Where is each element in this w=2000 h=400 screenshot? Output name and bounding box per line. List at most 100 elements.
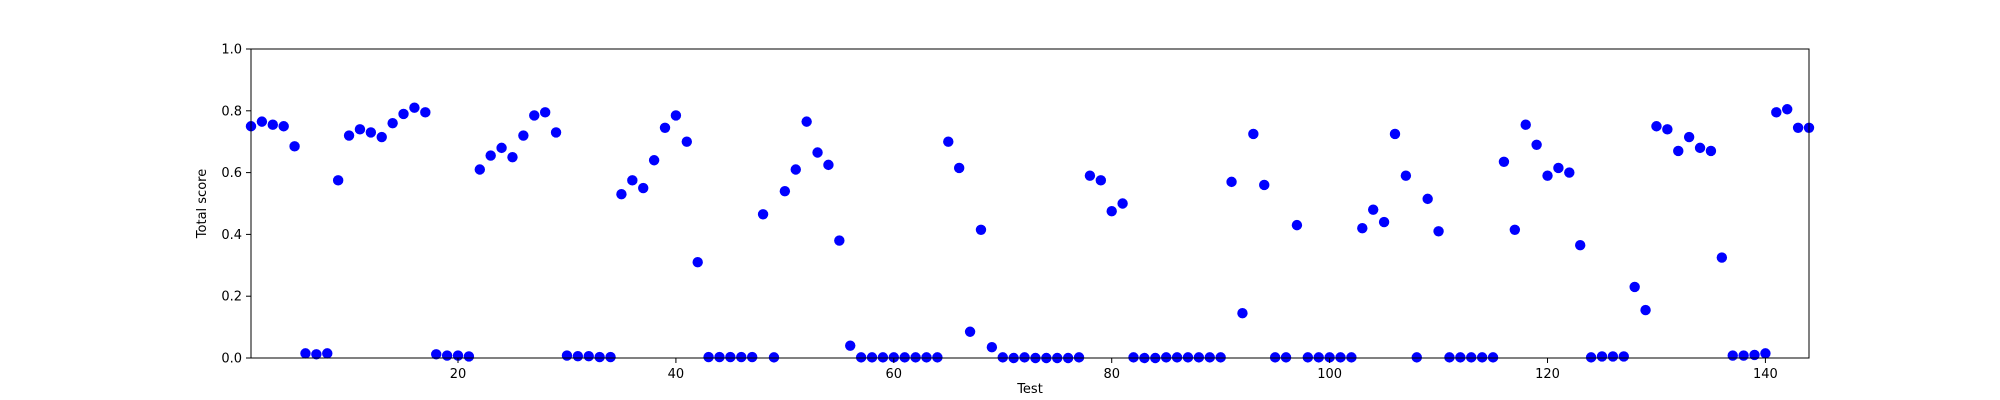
data-point: [964, 326, 976, 337]
data-point: [441, 350, 453, 361]
data-point: [1389, 128, 1401, 140]
data-point: [1171, 352, 1183, 363]
data-point: [343, 130, 355, 141]
data-point: [725, 351, 736, 363]
data-point: [1683, 131, 1695, 143]
data-point: [1455, 352, 1466, 363]
data-point: [1760, 348, 1771, 359]
data-point: [681, 136, 692, 147]
data-point: [1705, 145, 1717, 157]
data-point: [986, 341, 998, 353]
data-point: [1564, 167, 1575, 178]
data-point: [474, 164, 485, 175]
data-point: [888, 352, 900, 363]
data-point: [1792, 122, 1804, 133]
y-tick-label: 0.8: [221, 104, 242, 119]
data-point: [1782, 104, 1793, 115]
y-tick-label: 0.0: [221, 352, 242, 367]
data-point: [899, 352, 910, 363]
data-point: [768, 352, 780, 363]
data-point: [1368, 204, 1379, 215]
data-point: [1324, 352, 1335, 363]
x-tick-label: 120: [1535, 367, 1560, 382]
data-point: [812, 147, 823, 158]
data-point: [1346, 352, 1357, 363]
x-axis-ticks: 20 40 60 80 100 120 140: [450, 358, 1778, 382]
data-point: [1128, 352, 1139, 363]
data-point: [1226, 176, 1237, 188]
data-point: [256, 116, 268, 127]
data-point: [638, 182, 649, 194]
data-point: [1585, 352, 1597, 363]
data-point: [539, 107, 551, 118]
data-point: [1749, 349, 1760, 361]
data-point: [398, 108, 409, 120]
data-point: [1673, 145, 1684, 157]
data-point: [1575, 240, 1586, 251]
data-point: [550, 127, 562, 138]
data-point: [975, 224, 987, 235]
data-point: [736, 351, 747, 363]
data-point: [518, 130, 529, 141]
data-point: [1411, 352, 1422, 363]
data-point: [1269, 352, 1281, 363]
data-point: [354, 124, 366, 135]
data-point: [1357, 223, 1368, 234]
data-point: [496, 142, 507, 154]
data-point: [1520, 119, 1531, 130]
data-point: [779, 185, 791, 197]
data-point: [1487, 352, 1499, 363]
data-point: [1378, 216, 1390, 228]
data-point: [1738, 350, 1749, 361]
data-point: [1716, 252, 1728, 263]
data-point: [605, 351, 616, 363]
data-point: [932, 352, 943, 363]
data-point: [376, 131, 387, 143]
data-point: [1182, 352, 1194, 363]
data-point: [834, 235, 845, 246]
data-point: [365, 127, 377, 138]
data-point: [921, 352, 932, 363]
data-point: [267, 119, 278, 130]
x-tick-label: 40: [668, 367, 685, 382]
data-point: [1204, 352, 1215, 363]
data-point: [1476, 352, 1488, 363]
data-point: [801, 116, 812, 127]
data-point: [877, 352, 889, 363]
data-point: [332, 175, 344, 186]
data-point: [278, 121, 289, 132]
data-point: [594, 351, 605, 363]
data-point: [692, 257, 703, 268]
data-point: [1019, 352, 1030, 363]
data-point: [409, 102, 420, 113]
data-point: [529, 110, 540, 121]
data-point: [1073, 352, 1085, 363]
data-point: [1215, 352, 1226, 363]
data-point: [670, 110, 682, 121]
data-point: [910, 352, 921, 363]
y-tick-label: 0.4: [221, 228, 242, 243]
data-point: [1771, 107, 1782, 118]
data-point: [463, 351, 475, 362]
x-tick-label: 140: [1753, 367, 1778, 382]
data-point: [714, 351, 725, 363]
data-point: [1193, 352, 1205, 363]
data-point: [648, 155, 660, 166]
data-point: [703, 351, 714, 363]
data-point: [1498, 156, 1510, 167]
data-point: [1259, 179, 1270, 191]
data-point: [757, 209, 769, 220]
data-point: [1117, 198, 1128, 209]
data-point: [1095, 175, 1107, 186]
data-point: [387, 117, 398, 129]
data-point: [746, 351, 758, 363]
plot-frame: [250, 48, 1810, 359]
data-point: [1335, 352, 1346, 363]
data-point: [431, 349, 442, 360]
x-axis-label: Test: [1016, 382, 1043, 397]
y-axis-label: Total score: [195, 169, 210, 239]
data-point: [1400, 170, 1412, 181]
data-point: [1280, 352, 1292, 363]
